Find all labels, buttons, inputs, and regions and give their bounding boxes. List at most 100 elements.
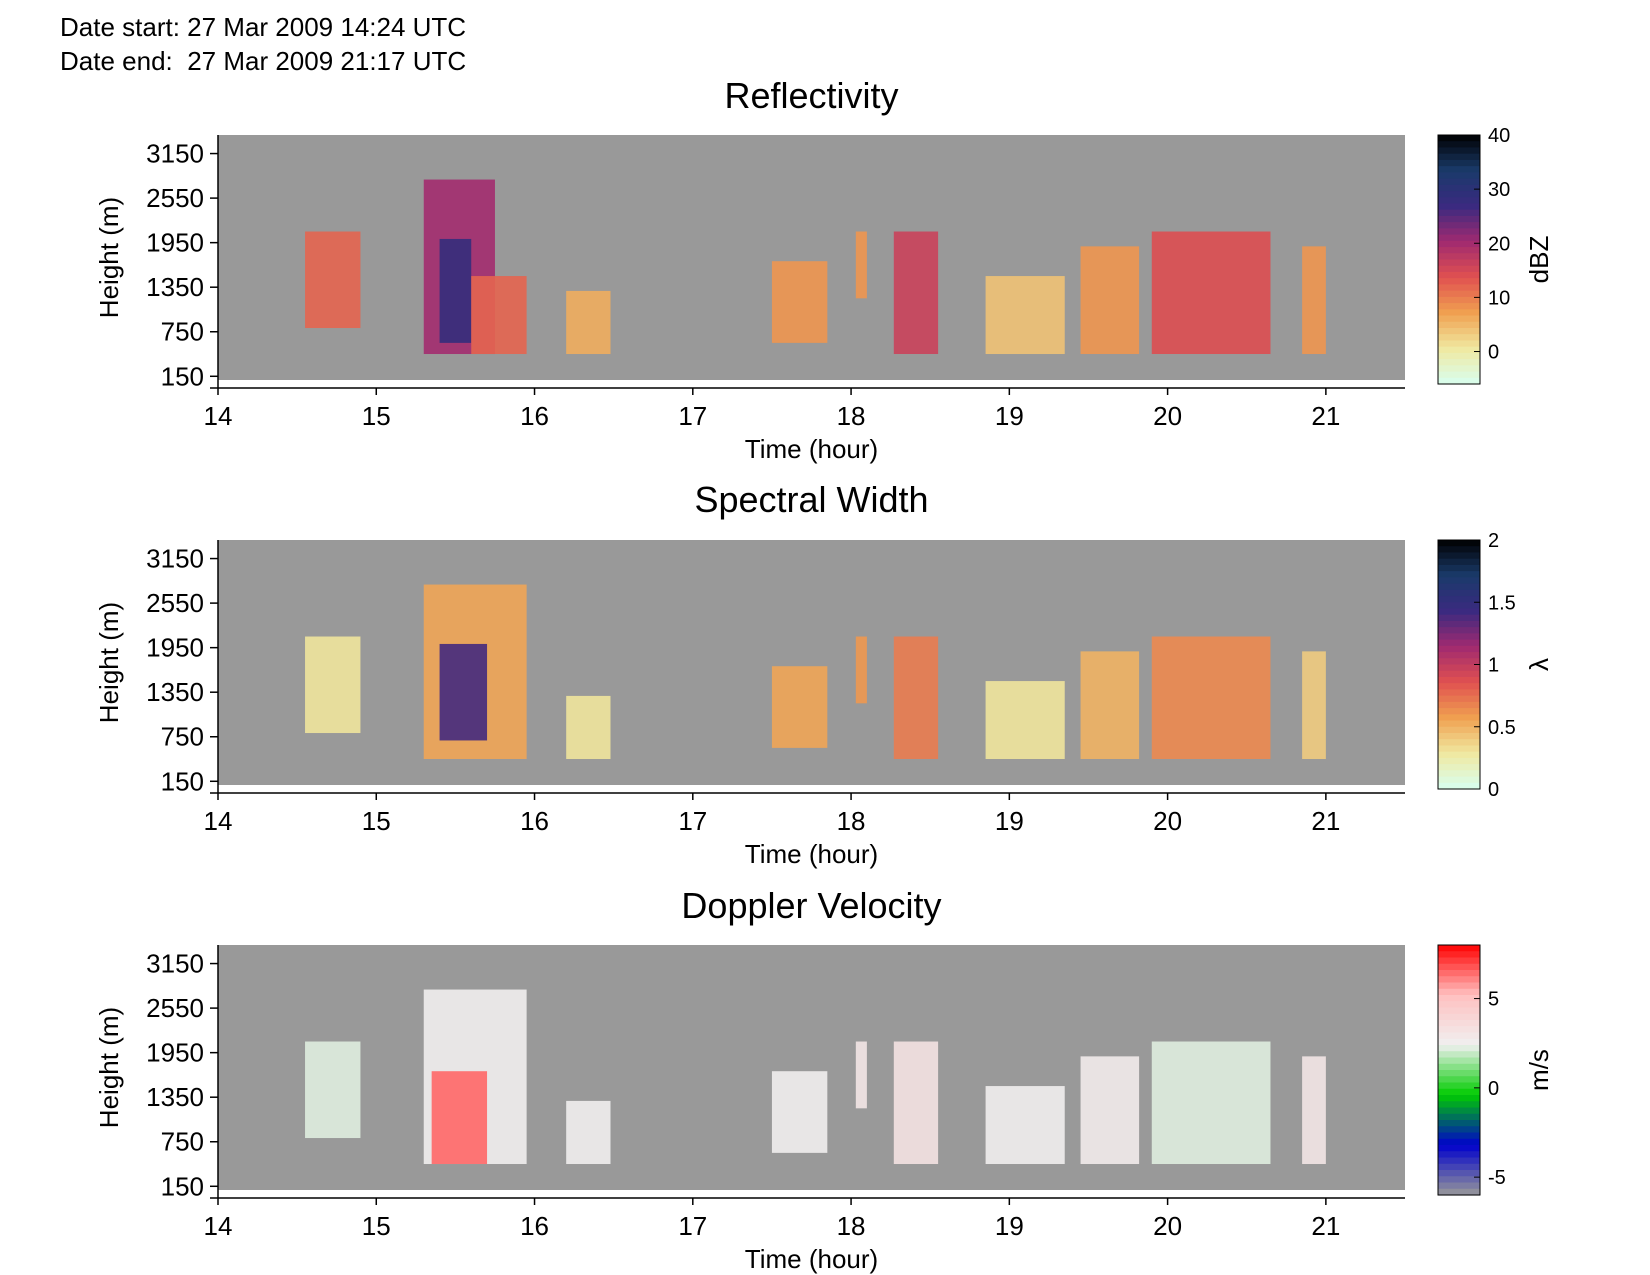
colorbar-swatch	[1438, 757, 1480, 765]
colorbar-swatch	[1438, 670, 1480, 678]
colorbar-swatch	[1438, 1151, 1480, 1159]
chart-title: Reflectivity	[724, 75, 898, 116]
colorbar-swatch	[1438, 296, 1480, 304]
colorbar-swatch	[1438, 166, 1480, 173]
colorbar-swatch	[1438, 222, 1480, 229]
colorbar-swatch	[1438, 234, 1480, 242]
y-axis-label: Height (m)	[94, 1007, 124, 1128]
colorbar-swatch	[1438, 191, 1480, 198]
x-tick-label: 16	[520, 401, 549, 431]
data-cell	[771, 261, 828, 343]
y-tick-label: 2550	[146, 588, 204, 618]
colorbar-swatch	[1438, 1057, 1480, 1065]
colorbar-swatch	[1438, 1088, 1480, 1096]
x-tick-label: 18	[837, 1211, 866, 1241]
data-cell	[431, 1071, 488, 1165]
colorbar-swatch	[1438, 596, 1480, 603]
colorbar-label: m/s	[1524, 1049, 1554, 1091]
colorbar-swatch	[1438, 1126, 1480, 1134]
colorbar-swatch	[1438, 577, 1480, 585]
colorbar-swatch	[1438, 770, 1480, 778]
x-tick-label: 21	[1311, 1211, 1340, 1241]
colorbar-swatch	[1438, 1038, 1480, 1046]
panel-3: Doppler Velocity 14 15 16 17 18 19 20 21 Time (ho…	[94, 885, 1554, 1274]
colorbar-swatch	[1438, 620, 1480, 628]
colorbar-swatch	[1438, 720, 1480, 728]
x-tick-label: 18	[837, 806, 866, 836]
colorbar-swatch	[1438, 159, 1480, 167]
colorbar-frame	[1437, 134, 1481, 385]
colorbar-swatch	[1438, 776, 1480, 784]
data-cell	[855, 231, 867, 299]
data-cell	[771, 1071, 828, 1153]
colorbar-swatch	[1438, 1082, 1480, 1090]
colorbar-swatch	[1438, 371, 1480, 379]
colorbar: 40 30 20 10 0 dBZ	[1437, 125, 1554, 385]
colorbar-swatch	[1438, 970, 1480, 977]
colorbar-swatch	[1438, 352, 1480, 360]
colorbar-swatch	[1438, 1076, 1480, 1084]
y-tick-label: 750	[161, 1127, 204, 1157]
colorbar-tick-label: 0	[1488, 1078, 1499, 1100]
x-tick-label: 16	[520, 806, 549, 836]
colorbar-swatch	[1438, 608, 1480, 616]
colorbar-swatch	[1438, 309, 1480, 317]
x-tick-label: 17	[678, 806, 707, 836]
data-cell	[771, 666, 828, 748]
colorbar-swatch	[1438, 1157, 1480, 1165]
data-cell	[893, 231, 939, 355]
x-tick-label: 15	[362, 401, 391, 431]
data-cell	[1080, 1056, 1140, 1165]
date-end-label: Date end: 27 Mar 2009 21:17 UTC	[60, 46, 467, 76]
colorbar-label: λ	[1524, 658, 1554, 671]
colorbar-swatch	[1438, 633, 1480, 641]
y-tick-label: 750	[161, 722, 204, 752]
colorbar-tick-label: 0	[1488, 779, 1499, 801]
colorbar-swatch	[1438, 1026, 1480, 1034]
x-tick-label: 21	[1311, 401, 1340, 431]
y-tick-label: 2550	[146, 993, 204, 1023]
x-tick-label: 17	[678, 1211, 707, 1241]
data-cell	[893, 636, 939, 760]
y-axis-label: Height (m)	[94, 197, 124, 318]
colorbar-swatch	[1438, 951, 1480, 959]
colorbar-swatch	[1438, 315, 1480, 323]
colorbar-swatch	[1438, 546, 1480, 554]
x-tick-label: 16	[520, 1211, 549, 1241]
colorbar-swatch	[1438, 1113, 1480, 1121]
y-tick-label: 1950	[146, 633, 204, 663]
colorbar: 5 0 -5 m/s	[1437, 944, 1554, 1196]
colorbar-tick-label: 1.5	[1488, 592, 1516, 614]
colorbar-swatch	[1438, 1182, 1480, 1190]
colorbar-swatch	[1438, 240, 1480, 248]
colorbar-swatch	[1438, 683, 1480, 690]
colorbar-swatch	[1438, 334, 1480, 342]
data-cell	[1080, 651, 1140, 760]
colorbar-swatch	[1438, 1120, 1480, 1127]
colorbar-swatch	[1438, 1095, 1480, 1102]
date-start-label: Date start: 27 Mar 2009 14:24 UTC	[60, 12, 467, 42]
colorbar-swatch	[1438, 1032, 1480, 1040]
colorbar-swatch	[1438, 988, 1480, 996]
colorbar-swatch	[1438, 1176, 1480, 1184]
y-tick-label: 2550	[146, 183, 204, 213]
colorbar-swatch	[1438, 976, 1480, 984]
data-cell	[439, 643, 488, 741]
colorbar-tick-label: 1	[1488, 655, 1499, 677]
colorbar-swatch	[1438, 178, 1480, 186]
colorbar-label: dBZ	[1524, 236, 1554, 284]
colorbar-swatch	[1438, 764, 1480, 771]
colorbar-swatch	[1438, 645, 1480, 653]
data-cell	[985, 276, 1065, 355]
colorbar-swatch	[1438, 147, 1480, 155]
data-cell	[471, 276, 527, 355]
x-tick-label: 15	[362, 806, 391, 836]
colorbar-swatch	[1438, 197, 1480, 205]
colorbar-swatch	[1438, 135, 1480, 142]
y-tick-label: 1950	[146, 228, 204, 258]
data-cell	[305, 636, 361, 734]
colorbar-tick-label: 0	[1488, 342, 1499, 364]
colorbar-swatch	[1438, 1045, 1480, 1052]
data-cell	[1080, 246, 1140, 355]
